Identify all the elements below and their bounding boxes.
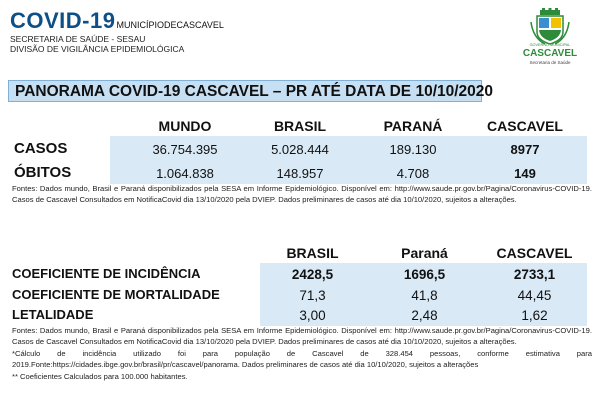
secretaria-label: SECRETARIA DE SAÚDE - SESAU — [10, 34, 146, 44]
crest-icon — [530, 8, 570, 45]
letalidade-cascavel: 1,62 — [521, 308, 548, 323]
table2-footnote-coeficientes: ** Coeficientes Calculados para 100.000 … — [12, 372, 188, 381]
obitos-brasil: 148.957 — [276, 166, 324, 181]
row-label-mortalidade: COEFICIENTE DE MORTALIDADE — [12, 287, 220, 302]
table2-footnote-calculo: *Cálculo de incidência utilizado foi par… — [12, 349, 592, 369]
table1-col-mundo: MUNDO — [158, 118, 212, 134]
incidencia-parana: 1696,5 — [403, 267, 446, 282]
casos-parana: 189.130 — [389, 142, 437, 157]
incidencia-brasil: 2428,5 — [291, 267, 334, 282]
table1-col-brasil: BRASIL — [273, 118, 327, 134]
banner-title: PANORAMA COVID-19 CASCAVEL – PR ATÉ DATA… — [15, 83, 494, 100]
table1-shade — [110, 136, 587, 184]
letalidade-parana: 2,48 — [411, 308, 438, 323]
table2-col-cascavel: CASCAVEL — [496, 245, 573, 261]
page-title: COVID-19MUNICÍPIODECASCAVEL — [10, 8, 224, 34]
mortalidade-parana: 41,8 — [411, 288, 438, 303]
cascavel-logo — [515, 8, 585, 68]
panorama-banner: PANORAMA COVID-19 CASCAVEL – PR ATÉ DATA… — [8, 80, 493, 102]
table2-col-brasil: BRASIL — [286, 245, 339, 261]
casos-cascavel: 8977 — [510, 142, 540, 157]
row-label-obitos: ÓBITOS — [14, 164, 72, 181]
divisao-label: DIVISÃO DE VIGILÂNCIA EPIDEMIOLÓGICA — [10, 44, 185, 54]
row-label-casos: CASOS — [14, 140, 68, 157]
casos-mundo: 36.754.395 — [152, 142, 218, 157]
logo-text: CASCAVEL — [522, 48, 578, 59]
logo-top-text: GOVERNO MUNICIPAL — [529, 43, 571, 47]
table1-col-parana: PARANÁ — [383, 118, 443, 134]
table1-footnote: Fontes: Dados mundo, Brasil e Paraná dis… — [12, 184, 592, 204]
table1-col-cascavel: CASCAVEL — [487, 118, 563, 134]
obitos-cascavel: 149 — [514, 166, 536, 181]
table2-shade — [260, 263, 587, 326]
mortalidade-brasil: 71,3 — [299, 288, 326, 303]
title-text: COVID-19 — [10, 8, 116, 33]
letalidade-brasil: 3,00 — [299, 308, 326, 323]
row-label-letalidade: LETALIDADE — [12, 307, 94, 322]
obitos-mundo: 1.064.838 — [156, 166, 214, 181]
row-label-incidencia: COEFICIENTE DE INCIDÊNCIA — [12, 266, 201, 281]
table2-col-parana: Paraná — [401, 245, 448, 261]
obitos-parana: 4.708 — [396, 166, 430, 181]
municipality-label: MUNICÍPIODECASCAVEL — [116, 20, 224, 30]
mortalidade-cascavel: 44,45 — [517, 288, 552, 303]
table2-footnote-sources: Fontes: Dados mundo, Brasil e Paraná dis… — [12, 326, 592, 346]
incidencia-cascavel: 2733,1 — [513, 267, 556, 282]
casos-brasil: 5.028.444 — [271, 142, 329, 157]
logo-subtext: Secretaria de Saúde — [529, 60, 571, 65]
